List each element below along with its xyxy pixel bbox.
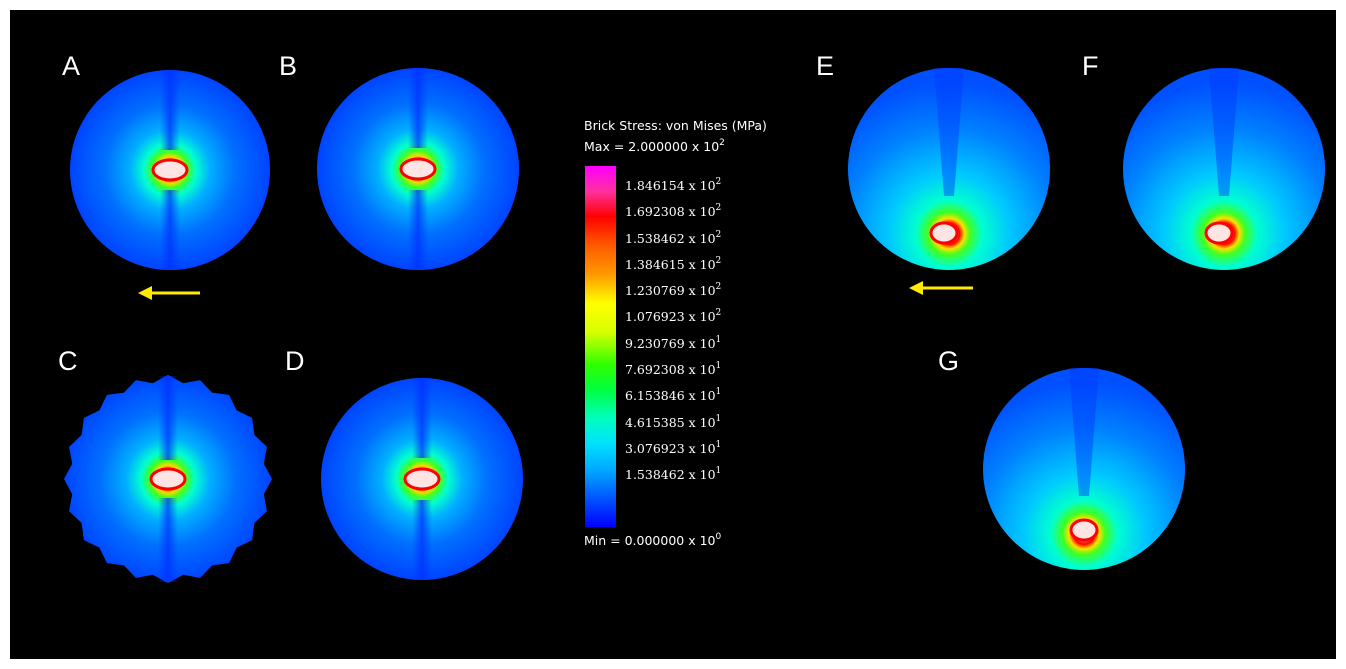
legend-tick-mantissa: 1.538462 x 10 xyxy=(625,467,716,483)
load-direction-arrow-e xyxy=(909,281,973,295)
legend-max-value: Max = 2.000000 x 102 xyxy=(584,138,725,154)
legend-tick-exponent: 1 xyxy=(715,413,722,424)
legend-title: Brick Stress: von Mises (MPa) xyxy=(584,118,767,133)
panel-label-b: B xyxy=(279,51,298,81)
legend-tick-exponent: 1 xyxy=(715,334,722,345)
load-direction-arrow-a xyxy=(138,286,200,300)
legend-tick-label: 1.538462 x 102 xyxy=(625,227,721,253)
legend-tick-exponent: 2 xyxy=(715,229,722,240)
legend-tick-mantissa: 1.384615 x 10 xyxy=(625,256,716,272)
legend-tick-label: 1.384615 x 102 xyxy=(625,253,721,279)
legend-tick-mantissa: 7.692308 x 10 xyxy=(625,362,716,378)
legend-tick-exponent: 2 xyxy=(715,282,722,293)
stress-contour-b xyxy=(317,68,519,270)
legend-max-exponent: 2 xyxy=(719,138,725,148)
legend-tick-mantissa: 9.230769 x 10 xyxy=(625,335,716,351)
legend-min-exponent: 0 xyxy=(715,532,722,542)
panel-label-f: F xyxy=(1082,51,1099,81)
figure-canvas: A B C D E F G xyxy=(10,10,1336,659)
stress-legend: Brick Stress: von Mises (MPa) Max = 2.00… xyxy=(584,118,824,558)
legend-tick-exponent: 2 xyxy=(715,203,722,214)
colorbar xyxy=(585,166,616,527)
legend-tick-exponent: 1 xyxy=(715,361,722,372)
legend-tick-label: 4.615385 x 101 xyxy=(625,411,721,437)
legend-tick-label: 1.076923 x 102 xyxy=(625,305,721,331)
legend-max-prefix: Max = 2.000000 x 10 xyxy=(584,139,720,154)
legend-min-value: Min = 0.000000 x 100 xyxy=(584,532,721,548)
stress-contour-a xyxy=(70,70,270,270)
legend-tick-label: 7.692308 x 101 xyxy=(625,358,721,384)
legend-tick-mantissa: 1.076923 x 10 xyxy=(625,309,716,325)
legend-tick-exponent: 1 xyxy=(715,466,722,477)
legend-tick-mantissa: 1.692308 x 10 xyxy=(625,204,716,220)
legend-tick-mantissa: 4.615385 x 10 xyxy=(625,414,716,430)
legend-min-prefix: Min = 0.000000 x 10 xyxy=(584,533,716,548)
panel-label-a: A xyxy=(62,51,81,81)
stress-contour-d xyxy=(321,378,523,580)
legend-tick-list: 1.846154 x 102 1.692308 x 102 1.538462 x 1… xyxy=(625,174,721,490)
legend-tick-exponent: 1 xyxy=(715,439,722,450)
stress-contour-e xyxy=(848,68,1050,270)
legend-tick-exponent: 2 xyxy=(715,255,722,266)
stress-contour-f xyxy=(1123,68,1325,270)
legend-tick-label: 1.230769 x 102 xyxy=(625,279,721,305)
legend-tick-label: 1.846154 x 102 xyxy=(625,174,721,200)
panel-label-c: C xyxy=(58,346,78,376)
legend-tick-exponent: 2 xyxy=(715,308,722,319)
legend-tick-mantissa: 1.846154 x 10 xyxy=(625,178,716,193)
legend-tick-mantissa: 1.538462 x 10 xyxy=(625,230,716,246)
legend-tick-label: 6.153846 x 101 xyxy=(625,384,721,410)
legend-tick-mantissa: 6.153846 x 10 xyxy=(625,388,716,404)
legend-tick-label: 1.538462 x 101 xyxy=(625,463,721,489)
legend-tick-exponent: 2 xyxy=(715,177,722,187)
legend-tick-label: 9.230769 x 101 xyxy=(625,332,721,358)
stress-contour-c xyxy=(64,375,272,583)
panel-label-d: D xyxy=(285,346,305,376)
legend-tick-label: 3.076923 x 101 xyxy=(625,437,721,463)
legend-tick-label: 1.692308 x 102 xyxy=(625,200,721,226)
legend-tick-mantissa: 1.230769 x 10 xyxy=(625,283,716,299)
stress-contour-g xyxy=(983,368,1185,570)
panel-label-e: E xyxy=(816,51,835,81)
legend-tick-mantissa: 3.076923 x 10 xyxy=(625,440,716,456)
legend-tick-exponent: 1 xyxy=(715,387,722,398)
panel-label-g: G xyxy=(938,346,960,376)
